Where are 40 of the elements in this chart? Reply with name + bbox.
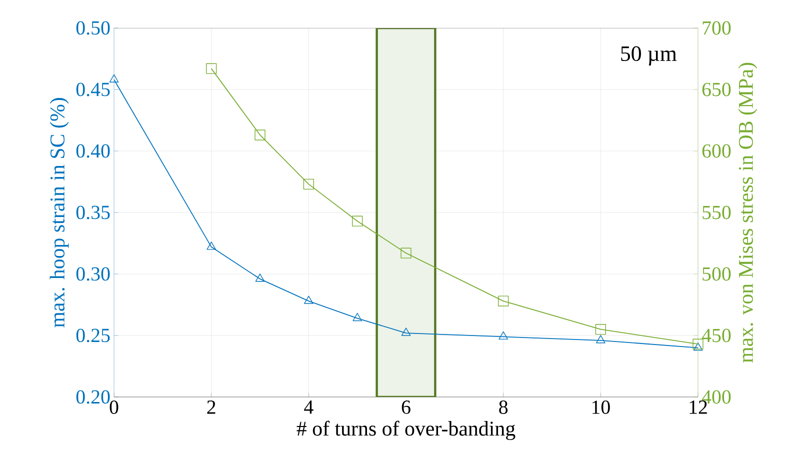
- x-tick-label: 4: [304, 400, 314, 414]
- point: [400, 248, 412, 258]
- x-tick-label: 10: [592, 400, 610, 414]
- y2-tick-label: 550: [702, 206, 731, 220]
- y-tick-label: 0.25: [76, 328, 110, 342]
- point: [206, 242, 216, 250]
- x-tick-label: 8: [499, 400, 508, 414]
- y2-tick-label: 600: [702, 144, 731, 158]
- y-tick-label: 0.40: [76, 144, 110, 158]
- point: [692, 338, 704, 350]
- x-tick-label: 2: [207, 400, 216, 414]
- y-tick-label: 0.30: [76, 267, 110, 281]
- y-tick-label: 0.20: [76, 390, 110, 404]
- point: [596, 335, 606, 344]
- x-axis-title: # of turns of over-banding: [296, 420, 516, 440]
- point: [498, 331, 508, 340]
- x-tick-label: 0: [110, 400, 118, 414]
- y-axis-title: max. hoop strain in SC (%): [50, 98, 69, 328]
- y2-tick-label: 500: [702, 267, 731, 281]
- point: [206, 63, 217, 74]
- point: [254, 130, 266, 140]
- point: [401, 328, 411, 336]
- point: [595, 324, 606, 335]
- point: [255, 274, 265, 282]
- y2-axis-title: max. von Mises stress in OB (MPa): [738, 62, 758, 363]
- point: [109, 74, 119, 82]
- point: [693, 342, 703, 351]
- point: [304, 296, 314, 304]
- point: [498, 296, 509, 306]
- y2-tick-label: 650: [702, 82, 731, 96]
- point: [303, 178, 314, 190]
- y-tick-label: 0.50: [76, 21, 110, 35]
- y2-tick-label: 450: [702, 328, 731, 342]
- y-tick-label: 0.45: [76, 82, 110, 96]
- y-tick-label: 0.35: [76, 206, 110, 220]
- point: [352, 312, 362, 322]
- y2-tick-label: 700: [702, 21, 731, 35]
- annotation: 50 µm: [621, 46, 677, 66]
- x-tick-label: 6: [402, 400, 410, 414]
- point: [352, 216, 363, 226]
